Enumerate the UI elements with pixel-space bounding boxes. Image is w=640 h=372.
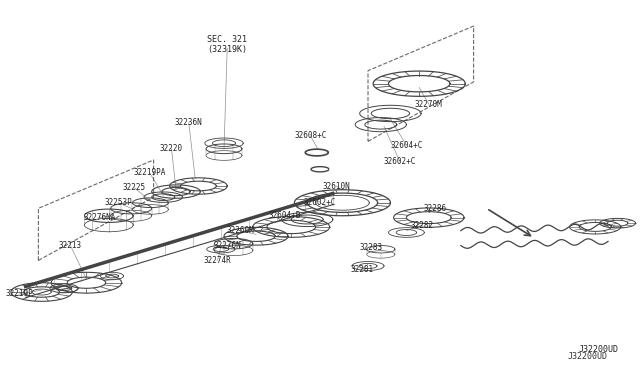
- Text: 32602+C: 32602+C: [384, 157, 416, 166]
- Text: 32608+C: 32608+C: [294, 131, 326, 140]
- Text: 32236N: 32236N: [175, 118, 203, 127]
- Text: SEC. 321
(32319K): SEC. 321 (32319K): [207, 35, 247, 54]
- Text: J32200UD: J32200UD: [579, 345, 618, 354]
- Text: 32602+C: 32602+C: [304, 198, 336, 207]
- Text: 32220: 32220: [160, 144, 183, 153]
- Text: 32604+C: 32604+C: [390, 141, 422, 150]
- Text: 32274R: 32274R: [204, 256, 232, 265]
- Text: 32270M: 32270M: [415, 100, 443, 109]
- Text: 32219PA: 32219PA: [134, 169, 166, 177]
- Text: 32281: 32281: [350, 265, 373, 274]
- Text: 32260M: 32260M: [226, 226, 254, 235]
- Text: 32604+B: 32604+B: [269, 211, 301, 220]
- Text: 32213: 32213: [59, 241, 82, 250]
- Text: 32225: 32225: [123, 183, 146, 192]
- Text: 32286: 32286: [424, 204, 447, 213]
- Text: 32283: 32283: [360, 243, 383, 252]
- Text: 32276N: 32276N: [213, 241, 241, 250]
- Text: 32610N: 32610N: [322, 182, 350, 190]
- Text: 32253P: 32253P: [104, 198, 132, 207]
- Text: 32276NA: 32276NA: [83, 213, 115, 222]
- Text: J32200UD: J32200UD: [568, 352, 608, 361]
- Text: 32282: 32282: [411, 221, 434, 230]
- Text: 32219P: 32219P: [5, 289, 33, 298]
